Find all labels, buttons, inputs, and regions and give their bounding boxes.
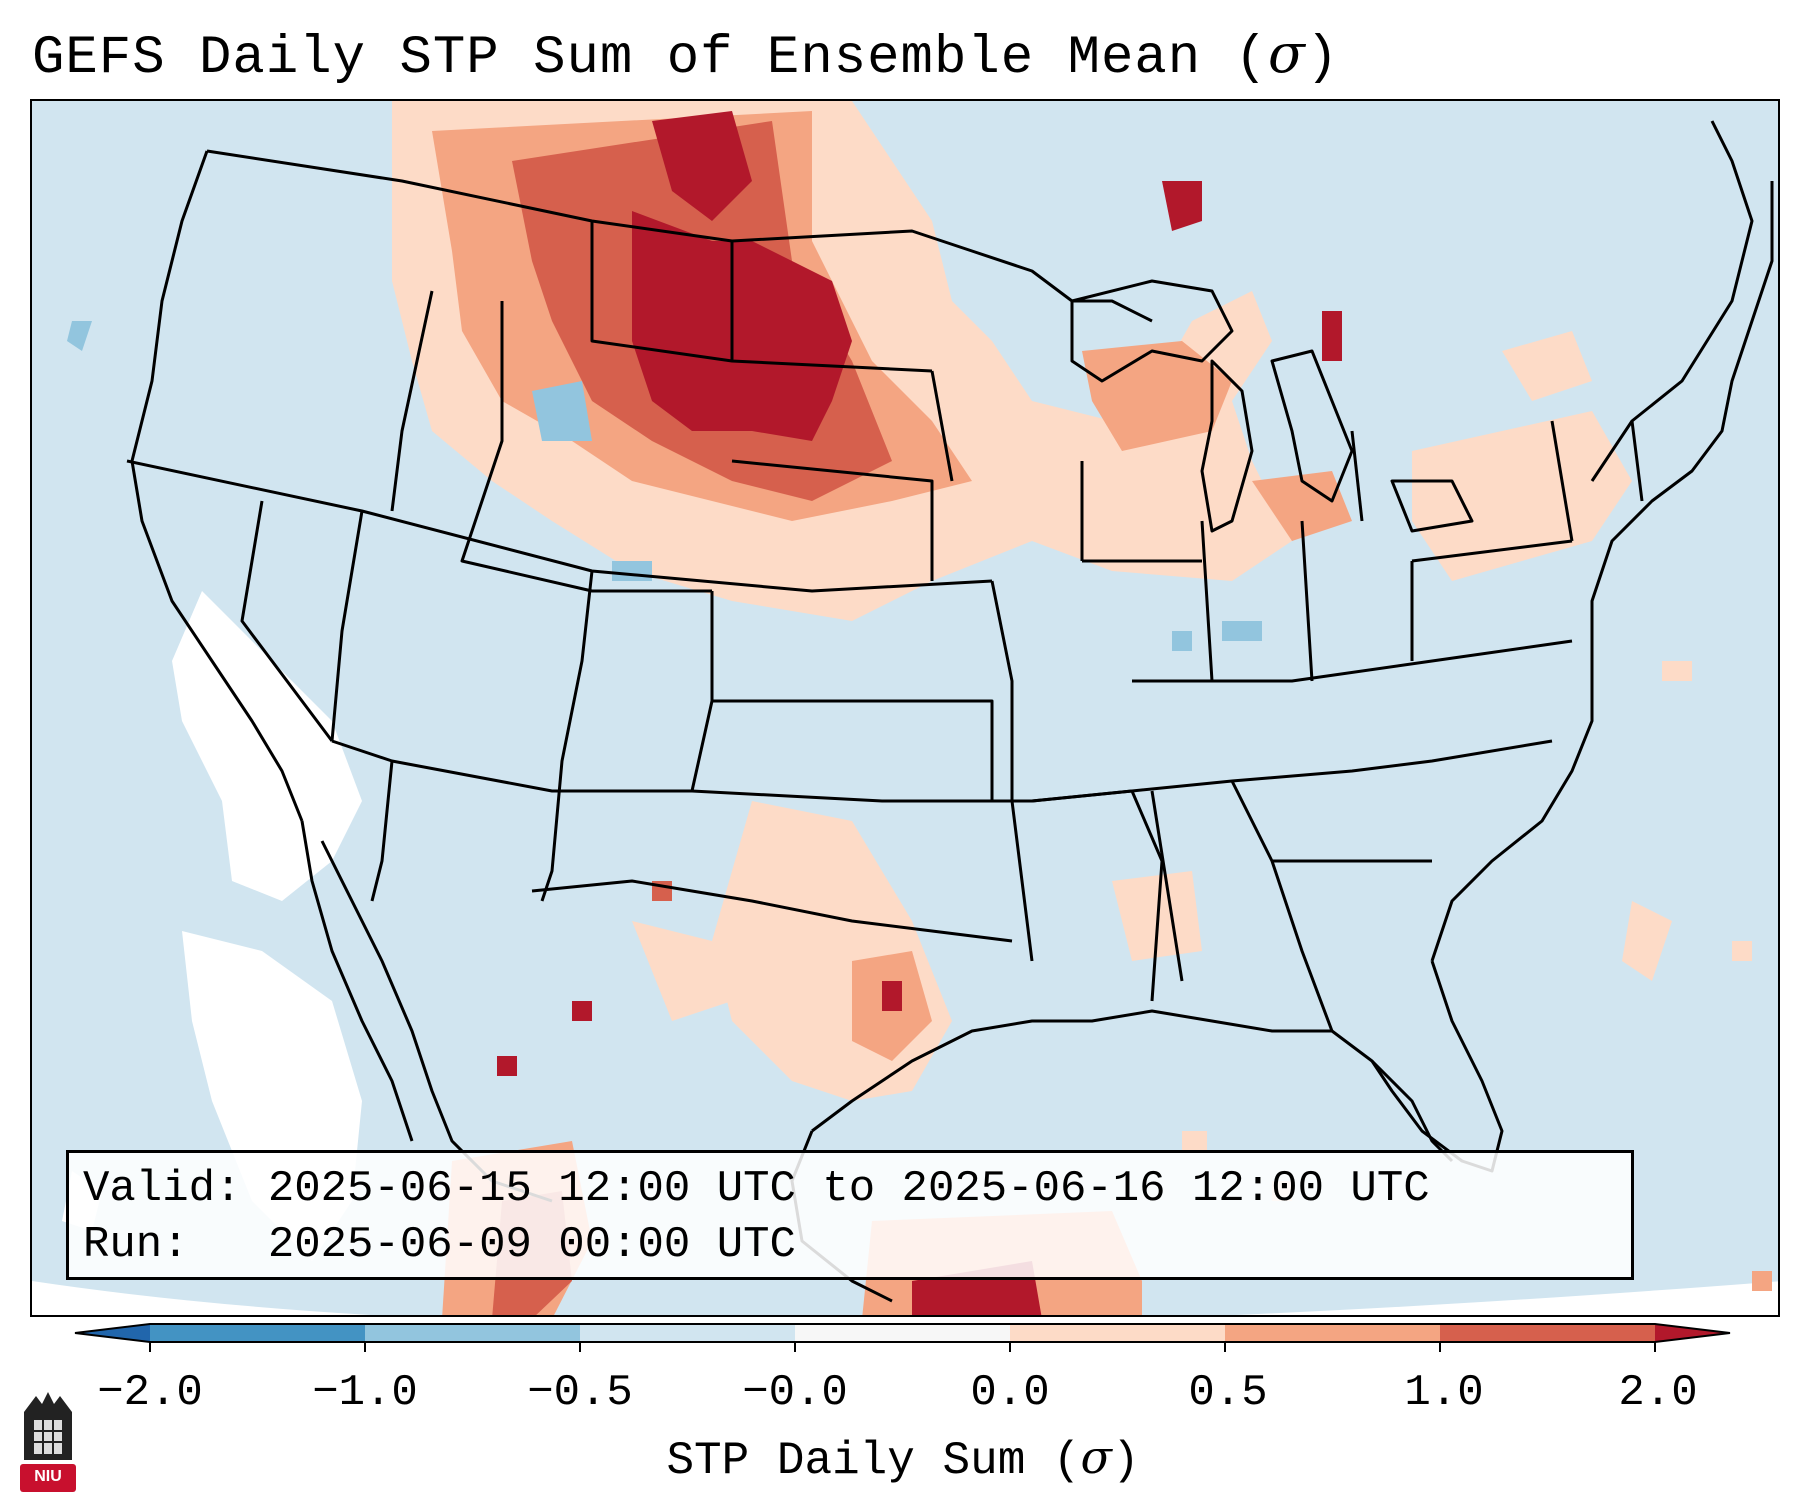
colorbar-segment bbox=[365, 1324, 580, 1342]
colorbar-segment bbox=[580, 1324, 795, 1342]
niu-logo-icon bbox=[20, 1392, 76, 1492]
colorbar-tick-label: 2.0 bbox=[1618, 1368, 1698, 1418]
valid-row: Valid: 2025-06-15 12:00 UTC to 2025-06-1… bbox=[83, 1164, 1430, 1214]
colorbar-extend-min bbox=[75, 1324, 150, 1342]
colorbar-tick-label: −0.0 bbox=[742, 1368, 848, 1418]
run-row: Run: 2025-06-09 00:00 UTC bbox=[83, 1220, 796, 1270]
anomaly-field bbox=[67, 101, 1772, 1315]
map-canvas bbox=[32, 101, 1778, 1315]
colorbar-tick-label: 1.0 bbox=[1404, 1368, 1484, 1418]
map-panel bbox=[30, 99, 1780, 1317]
colorbar-segment bbox=[795, 1324, 1010, 1342]
colorbar-segment bbox=[1440, 1324, 1655, 1342]
colorbar-segment bbox=[1010, 1324, 1225, 1342]
map-title: GEFS Daily STP Sum of Ensemble Mean (σ) bbox=[32, 22, 1340, 89]
colorbar-segment bbox=[150, 1324, 365, 1342]
colorbar-tick-label: −2.0 bbox=[97, 1368, 203, 1418]
colorbar-extend-max bbox=[1655, 1324, 1730, 1342]
colorbar-tick-label: 0.5 bbox=[1188, 1368, 1268, 1418]
colorbar-tick-label: −1.0 bbox=[312, 1368, 418, 1418]
colorbar-tick-label: −0.5 bbox=[527, 1368, 633, 1418]
colorbar-outline bbox=[74, 1323, 1731, 1343]
boundaries bbox=[126, 120, 1774, 1303]
colorbar-tick-label: 0.0 bbox=[970, 1368, 1050, 1418]
validity-info-box: Valid: 2025-06-15 12:00 UTC to 2025-06-1… bbox=[66, 1150, 1634, 1280]
logo-text: NIU bbox=[34, 1468, 62, 1485]
colorbar-segment bbox=[1225, 1324, 1440, 1342]
colorbar-label: STP Daily Sum (σ) bbox=[666, 1430, 1140, 1487]
